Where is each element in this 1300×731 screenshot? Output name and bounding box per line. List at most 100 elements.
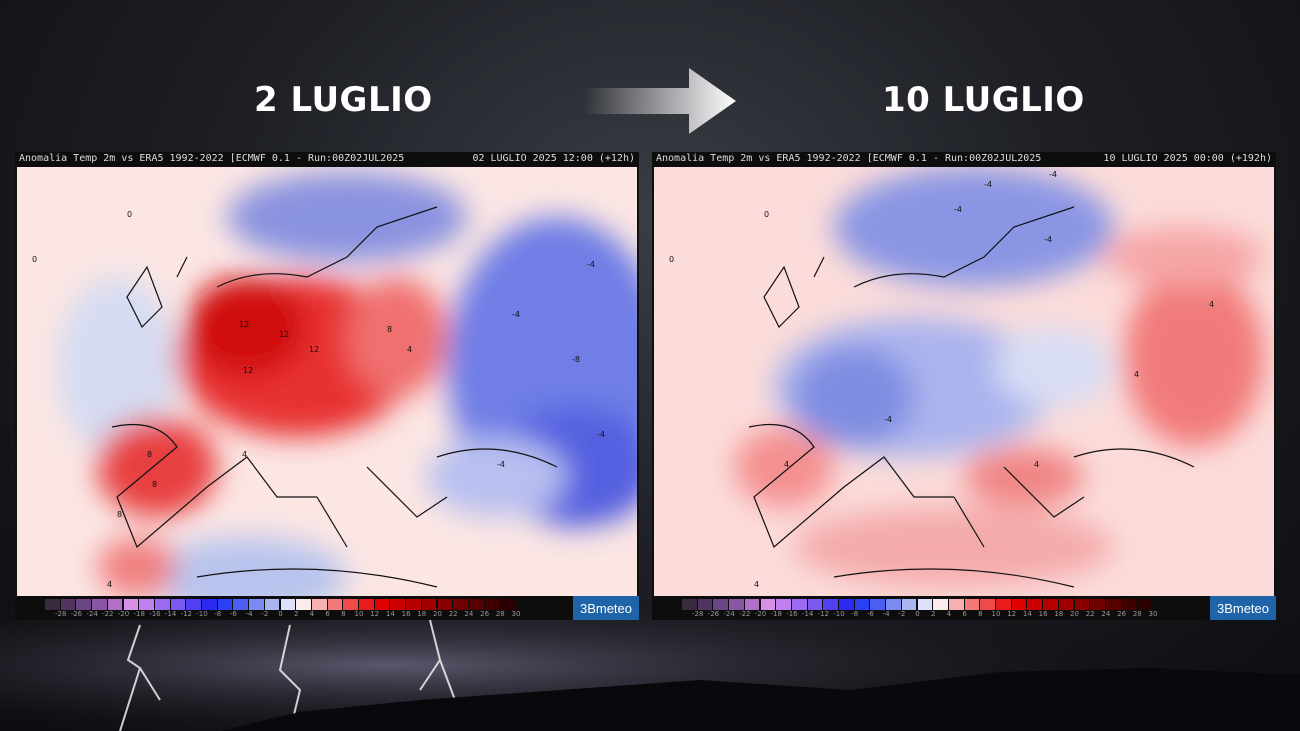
legend-swatch xyxy=(390,599,406,610)
lightning-bolt xyxy=(119,619,456,731)
date-title-left: 2 LUGLIO xyxy=(254,80,433,120)
legend-swatch xyxy=(139,599,154,610)
legend-tick-label: -16 xyxy=(786,610,798,618)
legend-swatch xyxy=(980,599,995,610)
legend-swatch xyxy=(1058,599,1074,610)
svg-text:0: 0 xyxy=(127,210,132,219)
svg-text:-4: -4 xyxy=(1049,170,1057,179)
legend-tick-label: 28 xyxy=(495,610,505,618)
legend-tick-label: 16 xyxy=(401,610,411,618)
map-header-title: Anomalia Temp 2m vs ERA5 1992-2022 [ECMW… xyxy=(656,153,1042,164)
legend-tick-label: -4 xyxy=(245,610,253,618)
legend-tick-label: -10 xyxy=(833,610,845,618)
legend-swatch xyxy=(854,599,870,610)
legend-swatch xyxy=(760,599,776,610)
legend-tick-label: 8 xyxy=(341,610,346,618)
svg-text:4: 4 xyxy=(107,580,112,589)
svg-text:0: 0 xyxy=(764,210,769,219)
legend-swatch xyxy=(776,599,791,610)
svg-text:8: 8 xyxy=(147,450,152,459)
legend-tick-label: -24 xyxy=(723,610,735,618)
legend-tick-label: 14 xyxy=(1022,610,1032,618)
svg-text:-4: -4 xyxy=(954,205,962,214)
legend-swatch xyxy=(823,599,838,610)
temperature-anomaly-map-right[interactable]: 4 4 4 4 4 0 0 -4 -4 -4 -4 -4 xyxy=(654,167,1274,596)
map-header-title: Anomalia Temp 2m vs ERA5 1992-2022 [ECMW… xyxy=(19,153,405,164)
legend-swatch xyxy=(1105,599,1121,610)
legend-tick-label: -24 xyxy=(86,610,98,618)
svg-text:-4: -4 xyxy=(884,415,892,424)
legend-tick-label: 12 xyxy=(370,610,380,618)
svg-text:4: 4 xyxy=(784,460,789,469)
legend-swatch xyxy=(901,599,917,610)
legend-tick-label: 14 xyxy=(385,610,395,618)
legend-tick-label: 6 xyxy=(325,610,330,618)
legend-tick-label: 0 xyxy=(278,610,283,618)
legend-tick-label: -26 xyxy=(707,610,720,618)
svg-text:12: 12 xyxy=(239,320,249,329)
legend-swatch xyxy=(123,599,139,610)
legend-swatch xyxy=(917,599,933,610)
coastlines xyxy=(748,206,1195,588)
legend-tick-label: -14 xyxy=(164,610,177,618)
legend-tick-label: -12 xyxy=(180,610,193,618)
legend-swatch xyxy=(374,599,390,610)
svg-text:12: 12 xyxy=(309,345,319,354)
legend-tick-label: 4 xyxy=(309,610,315,618)
legend-tick-label: -2 xyxy=(898,610,906,618)
colorbar-legend-right: -28 -26 -24 -22 -20 -18 -16 -14 -12 -10 -8 -6 -4 -2 0 2… xyxy=(652,596,1276,620)
svg-text:4: 4 xyxy=(407,345,412,354)
legend-tick-label: 30 xyxy=(1148,610,1158,618)
legend-swatch xyxy=(453,599,468,610)
svg-text:4: 4 xyxy=(754,580,759,589)
legend-tick-label: 20 xyxy=(433,610,442,618)
legend-tick-label: 26 xyxy=(480,610,490,618)
arrow-right-icon xyxy=(584,68,736,134)
legend-swatch xyxy=(697,599,713,610)
coastlines xyxy=(111,206,558,588)
svg-text:0: 0 xyxy=(669,255,674,264)
legend-swatch xyxy=(217,599,233,610)
legend-swatch xyxy=(1074,599,1090,610)
legend-swatch xyxy=(729,599,744,610)
legend-swatch xyxy=(327,599,343,610)
legend-swatch xyxy=(948,599,964,610)
legend-swatch xyxy=(713,599,729,610)
temperature-anomaly-map-left[interactable]: 12 12 12 12 8 8 8 8 4 4 4 0 0 -4 -4 -4 -… xyxy=(17,167,637,596)
legend-tick-label: 28 xyxy=(1132,610,1142,618)
legend-swatch xyxy=(744,599,760,610)
svg-text:-4: -4 xyxy=(587,260,595,269)
legend-swatch xyxy=(186,599,201,610)
legend-tick-label: -18 xyxy=(770,610,782,618)
legend-swatch xyxy=(682,599,697,610)
svg-text:12: 12 xyxy=(243,366,253,375)
date-title-right: 10 LUGLIO xyxy=(882,80,1085,120)
legend-tick-label: -10 xyxy=(196,610,208,618)
legend-tick-label: -6 xyxy=(229,610,237,618)
legend-swatch xyxy=(60,599,76,610)
legend-swatch xyxy=(296,599,311,610)
legend-tick-label: 4 xyxy=(946,610,952,618)
legend-swatch xyxy=(170,599,186,610)
legend-tick-label: 30 xyxy=(511,610,521,618)
legend-swatch xyxy=(1043,599,1058,610)
legend-swatch xyxy=(202,599,217,610)
svg-text:-4: -4 xyxy=(497,460,505,469)
legend-swatch xyxy=(996,599,1011,610)
legend-swatch xyxy=(1011,599,1027,610)
legend-swatch xyxy=(839,599,854,610)
legend-swatch xyxy=(264,599,280,610)
legend-tick-label: -2 xyxy=(261,610,269,618)
svg-text:8: 8 xyxy=(152,480,157,489)
legend-swatch xyxy=(791,599,807,610)
legend-tick-label: 2 xyxy=(293,610,299,618)
legend-swatch xyxy=(154,599,170,610)
legend-swatch xyxy=(421,599,437,610)
legend-swatch xyxy=(343,599,358,610)
legend-tick-label: -8 xyxy=(214,610,222,618)
colorbar-legend-left: -28 -26 -24 -22 -20 -18 -16 -14 -12 -10 -8 -6 -4 -2 0 2… xyxy=(15,596,639,620)
legend-tick-label: 10 xyxy=(991,610,1001,618)
legend-tick-label: 22 xyxy=(1085,610,1095,618)
legend-tick-label: 16 xyxy=(1038,610,1048,618)
